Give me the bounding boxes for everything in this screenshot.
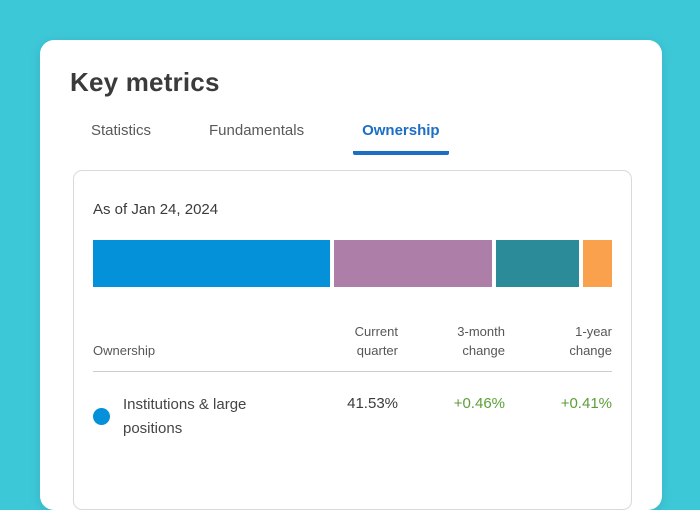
table-row: Institutions & large positions 41.53% +0… — [93, 372, 612, 441]
bar-segment-institutions-large-positions — [93, 240, 330, 287]
bar-segment-segment-4 — [582, 240, 612, 287]
as-of-date: As of Jan 24, 2024 — [93, 201, 219, 218]
bar-segment-segment-3 — [495, 240, 579, 287]
legend-dot-icon — [93, 408, 110, 426]
ownership-panel: As of Jan 24, 2024 Ownership Current qua… — [73, 170, 632, 510]
page-background: { "colors": { "page_background": "#3dc8d… — [40, 40, 662, 510]
ownership-stacked-bar — [93, 240, 612, 287]
column-header-1-year-change: 1-year change — [569, 324, 612, 358]
value-current-quarter: 41.53% — [347, 394, 398, 412]
row-label-cell: Institutions & large positions — [93, 393, 288, 441]
tab-statistics[interactable]: Statistics — [91, 122, 152, 139]
value-1-year-change: +0.41% — [560, 394, 612, 412]
row-label: Institutions & large positions — [123, 395, 247, 437]
tab-bar: Statistics Fundamentals Ownership — [82, 122, 662, 155]
tab-fundamentals[interactable]: Fundamentals — [209, 122, 305, 139]
page-title: Key metrics — [70, 67, 220, 97]
column-header-current-quarter: Current quarter — [354, 324, 398, 358]
table-header: Ownership Current quarter 3-month change… — [93, 323, 612, 372]
column-header-ownership: Ownership — [93, 342, 156, 358]
bar-segment-segment-2 — [333, 240, 492, 287]
column-header-3-month-change: 3-month change — [457, 324, 505, 358]
value-3-month-change: +0.46% — [453, 394, 505, 412]
key-metrics-card: Key metrics Statistics Fundamentals Owne… — [40, 40, 662, 510]
tab-ownership[interactable]: Ownership — [353, 122, 449, 155]
ownership-table: Ownership Current quarter 3-month change… — [93, 323, 612, 441]
